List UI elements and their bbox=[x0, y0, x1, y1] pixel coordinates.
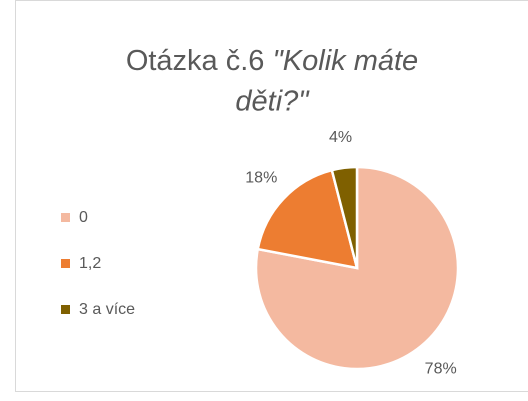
legend-swatch bbox=[61, 259, 70, 268]
data-label: 4% bbox=[329, 129, 352, 146]
title-part: "Kolik máte bbox=[273, 45, 419, 77]
pie-slice bbox=[256, 168, 359, 270]
data-label: 18% bbox=[245, 169, 277, 186]
legend-label: 1,2 bbox=[79, 255, 101, 272]
chart-frame bbox=[15, 0, 528, 392]
legend-swatch bbox=[61, 305, 70, 314]
legend-label: 3 a více bbox=[79, 301, 135, 318]
chart-title: Otázka č.6 "Kolik máte bbox=[126, 45, 418, 77]
pie-slice bbox=[330, 165, 359, 269]
title-part: Otázka č.6 bbox=[126, 45, 265, 77]
chart-title: děti?" bbox=[235, 86, 310, 118]
data-label: 78% bbox=[425, 360, 457, 377]
legend-swatch bbox=[61, 213, 70, 222]
legend-label: 0 bbox=[79, 209, 88, 226]
